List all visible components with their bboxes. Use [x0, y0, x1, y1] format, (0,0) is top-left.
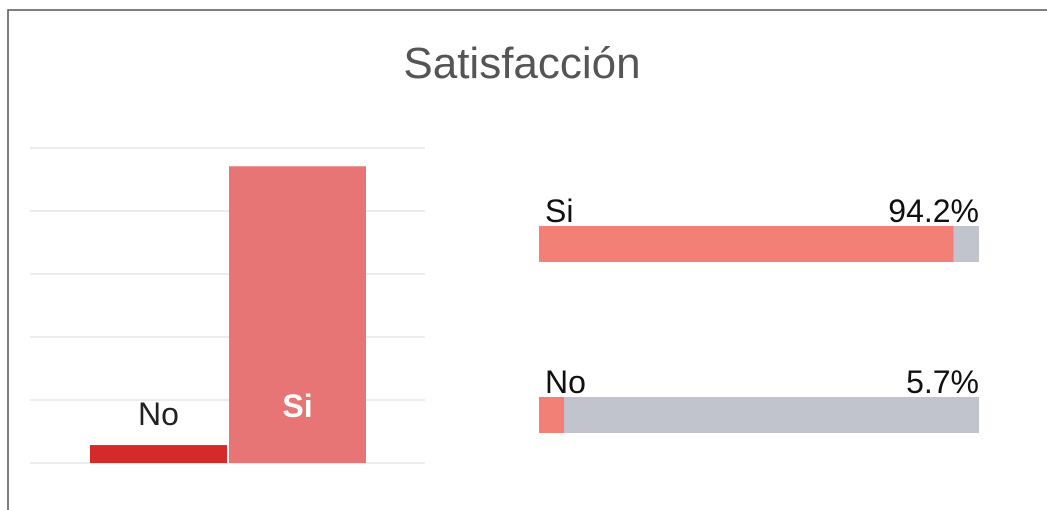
- progress-bar: [539, 226, 954, 262]
- progress-track: [539, 397, 979, 433]
- progress-bar: [539, 397, 565, 433]
- bar-label: No: [138, 396, 179, 432]
- frame: [7, 9, 1047, 510]
- chart-title: Satisfacción: [403, 39, 640, 88]
- progress-label: No: [545, 364, 586, 400]
- progress-label: Si: [545, 193, 573, 229]
- value-label: 94.2%: [888, 193, 979, 229]
- bar-label: Si: [282, 388, 312, 424]
- bar: [229, 166, 366, 463]
- bar: [90, 445, 227, 463]
- value-label: 5.7%: [906, 364, 979, 400]
